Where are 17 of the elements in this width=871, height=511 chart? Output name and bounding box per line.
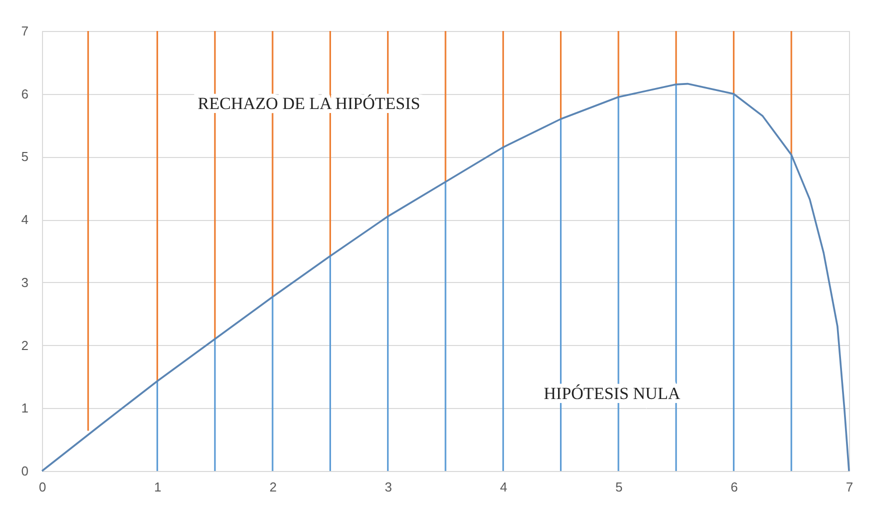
y-tick-label: 7 <box>21 24 28 38</box>
x-tick-label: 1 <box>154 480 162 494</box>
line-series <box>41 82 850 472</box>
y-tick-label: 5 <box>21 149 28 164</box>
x-tick-label: 6 <box>730 480 738 494</box>
y-tick-label: 4 <box>21 212 28 228</box>
y-tick-label: 0 <box>21 464 28 478</box>
x-tick-label: 5 <box>615 480 623 494</box>
y-tick-label: 6 <box>21 86 28 102</box>
x-tick-label: 7 <box>846 480 854 494</box>
y-tick-label: 1 <box>21 400 28 416</box>
x-tick-label: 0 <box>38 480 46 494</box>
y-tick-label: 2 <box>21 338 28 353</box>
x-tick-label: 3 <box>384 480 392 494</box>
y-tick-label: 3 <box>21 274 28 290</box>
x-tick-label: 4 <box>500 480 508 494</box>
x-tick-label: 2 <box>269 480 277 494</box>
